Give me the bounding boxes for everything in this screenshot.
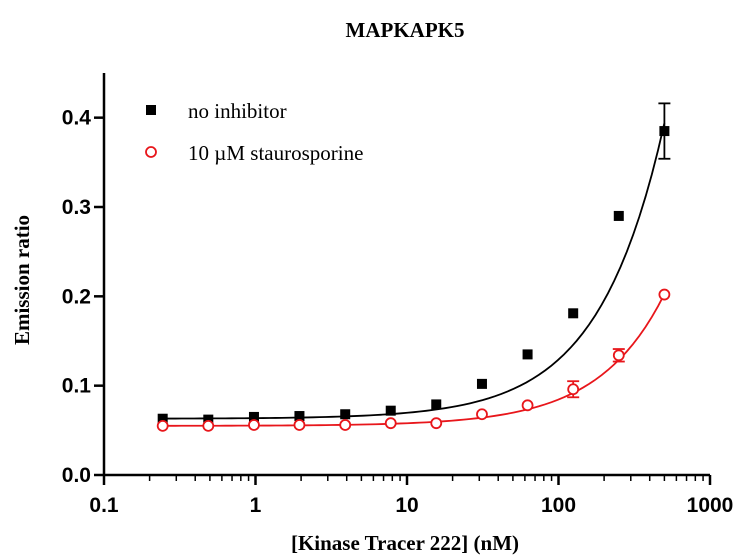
x-tick-label: 10 — [395, 494, 418, 517]
data-point-0 — [157, 413, 168, 424]
data-point-0 — [568, 308, 579, 319]
fit-curves — [162, 122, 666, 427]
data-point-0 — [340, 409, 351, 420]
y-tick-label: 0.1 — [62, 375, 92, 398]
data-point-0 — [248, 411, 259, 422]
data-point-1 — [202, 419, 215, 432]
data-point-0 — [476, 378, 487, 389]
legend-marker-no-inhibitor — [146, 105, 156, 115]
x-tick-label: 1000 — [687, 494, 734, 517]
y-axis-label: Emission ratio — [10, 215, 34, 345]
legend: no inhibitor 10 µM staurosporine — [145, 99, 363, 165]
y-tick-label: 0.0 — [62, 464, 91, 487]
fit-curve-0 — [162, 122, 666, 420]
x-tick-label: 0.1 — [89, 494, 119, 517]
data-point-1 — [430, 417, 443, 430]
x-tick-label: 100 — [541, 494, 576, 517]
data-point-1 — [384, 417, 397, 430]
data-point-1 — [658, 288, 671, 301]
data-point-1 — [521, 399, 534, 412]
legend-marker-staurosporine — [145, 146, 157, 158]
data-point-0 — [385, 405, 396, 416]
data-point-1 — [339, 419, 352, 431]
data-points — [156, 126, 671, 432]
x-tick-label: 1 — [250, 494, 262, 517]
data-point-0 — [613, 210, 624, 221]
data-point-0 — [522, 349, 533, 360]
data-point-0 — [203, 414, 214, 425]
data-point-0 — [659, 126, 670, 137]
data-point-0 — [431, 399, 442, 410]
data-point-1 — [567, 383, 580, 396]
legend-label-no-inhibitor: no inhibitor — [188, 99, 287, 123]
data-point-1 — [476, 408, 488, 421]
data-point-1 — [612, 349, 625, 362]
y-tick-label: 0.4 — [62, 107, 92, 130]
x-axis-label: [Kinase Tracer 222] (nM) — [291, 531, 519, 555]
y-tick-label: 0.2 — [62, 285, 91, 308]
chart-title: MAPKAPK5 — [346, 18, 465, 42]
plot-area — [102, 73, 710, 477]
data-point-1 — [248, 419, 260, 431]
fit-curve-1 — [162, 293, 666, 427]
y-tick-label: 0.3 — [62, 196, 91, 219]
data-point-0 — [294, 411, 305, 422]
data-point-1 — [293, 419, 306, 431]
legend-label-staurosporine: 10 µM staurosporine — [188, 141, 363, 165]
data-point-1 — [156, 419, 169, 432]
axis-ticks: 0.1 1 10 100 1000 0.0 0.1 0.2 0.3 0.4 — [62, 107, 734, 517]
